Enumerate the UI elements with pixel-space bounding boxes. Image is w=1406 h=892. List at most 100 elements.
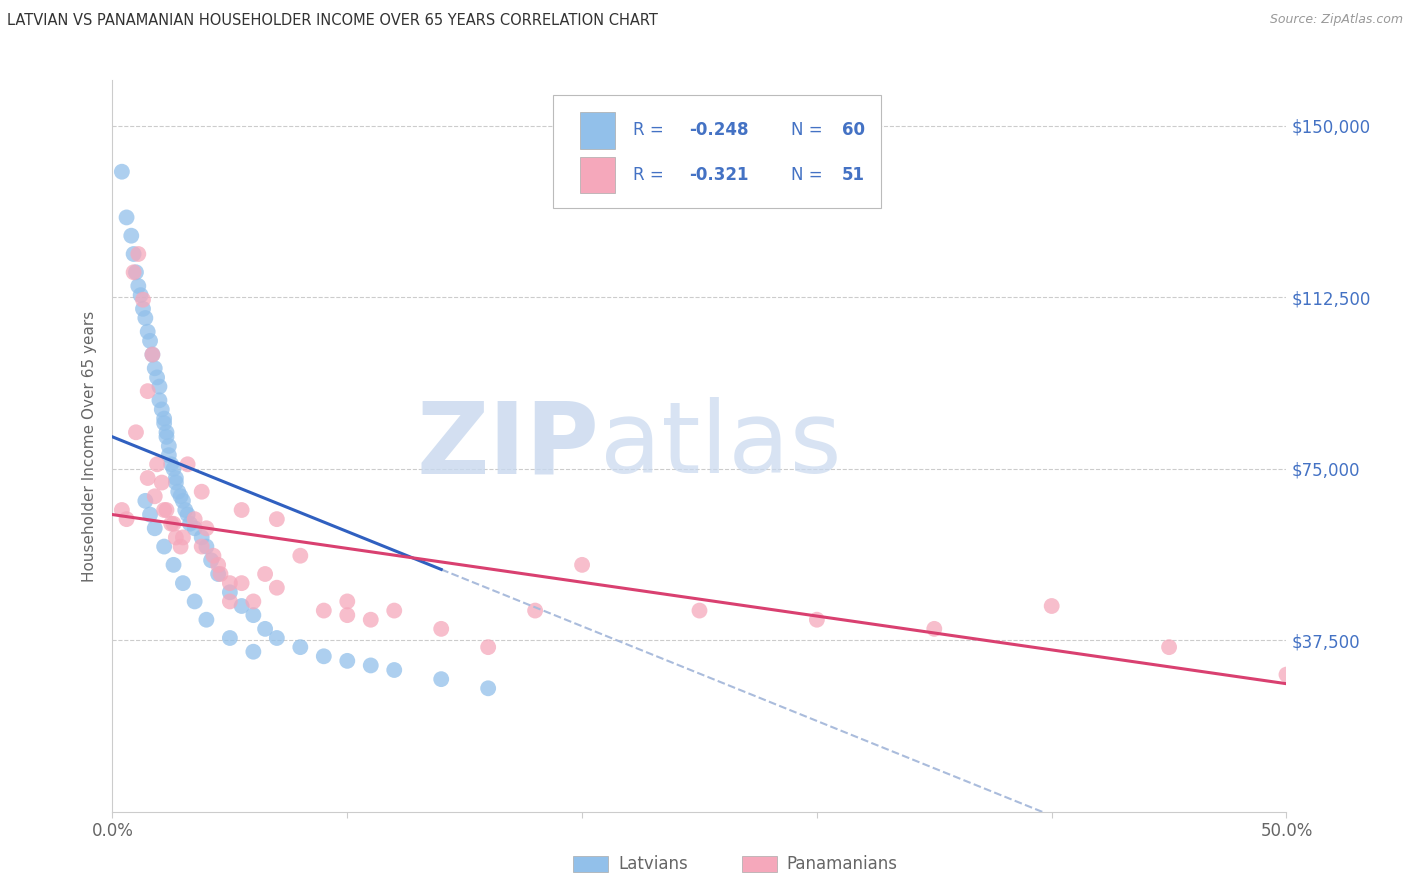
Point [155,503,177,517]
Point [218,594,242,608]
Text: R =: R = [633,121,669,139]
Point [129,288,152,302]
Text: 51: 51 [842,166,865,184]
Point [122,265,145,279]
Point [111,503,134,517]
Point [290,549,312,563]
Text: Latvians: Latvians [619,855,688,873]
Point [167,484,190,499]
Point [218,585,242,599]
Point [174,503,197,517]
Text: -0.321: -0.321 [689,166,748,184]
Text: N =: N = [792,166,828,184]
Point [172,576,194,591]
Point [524,603,547,617]
Point [360,658,382,673]
Point [1159,640,1181,655]
Point [360,613,382,627]
Point [150,402,173,417]
Point [165,475,187,490]
Point [165,471,187,485]
Point [231,503,253,517]
Point [218,631,242,645]
Point [922,622,945,636]
Point [430,672,453,686]
Point [290,640,312,655]
FancyBboxPatch shape [579,157,614,194]
Text: R =: R = [633,166,669,184]
Point [155,425,177,440]
Point [176,457,198,471]
Point [169,540,191,554]
Point [688,603,710,617]
Point [143,361,166,376]
Point [115,211,138,225]
Point [200,553,222,567]
Point [1040,599,1063,613]
Point [141,348,163,362]
Point [115,512,138,526]
Point [382,663,405,677]
Text: ZIP: ZIP [416,398,600,494]
Point [127,247,149,261]
Point [134,493,156,508]
Point [172,493,194,508]
Y-axis label: Householder Income Over 65 years: Householder Income Over 65 years [82,310,97,582]
Point [125,425,148,440]
Point [242,594,264,608]
Point [806,613,828,627]
Point [336,654,359,668]
Point [141,348,163,362]
Point [207,567,229,582]
Point [179,516,201,531]
Point [1275,667,1298,681]
Point [176,508,198,522]
Point [195,521,218,535]
Point [165,530,187,544]
Point [162,516,184,531]
Point [183,521,205,535]
Point [477,681,499,696]
Point [218,576,242,591]
Point [477,640,499,655]
Point [127,279,149,293]
Point [382,603,405,617]
Point [143,521,166,535]
Point [254,567,277,582]
Point [209,567,232,582]
Point [160,457,183,471]
Point [153,503,176,517]
Point [153,416,176,430]
Text: Source: ZipAtlas.com: Source: ZipAtlas.com [1270,13,1403,27]
Point [231,576,253,591]
Point [153,411,176,425]
FancyBboxPatch shape [553,95,882,209]
Point [146,370,169,384]
Point [336,594,359,608]
Point [266,512,288,526]
Point [312,649,335,664]
Point [132,293,155,307]
Point [195,613,218,627]
Point [172,530,194,544]
Point [134,311,156,326]
Point [312,603,335,617]
Text: atlas: atlas [600,398,841,494]
Point [139,334,162,348]
Point [162,462,184,476]
Point [146,457,169,471]
Point [150,475,173,490]
Point [143,489,166,503]
Point [266,631,288,645]
Point [430,622,453,636]
Point [160,516,183,531]
Point [195,540,218,554]
Point [111,164,134,178]
Point [148,379,170,393]
Point [190,530,212,544]
Point [202,549,225,563]
Point [162,558,184,572]
Text: LATVIAN VS PANAMANIAN HOUSEHOLDER INCOME OVER 65 YEARS CORRELATION CHART: LATVIAN VS PANAMANIAN HOUSEHOLDER INCOME… [7,13,658,29]
Point [157,448,180,462]
Point [148,393,170,408]
